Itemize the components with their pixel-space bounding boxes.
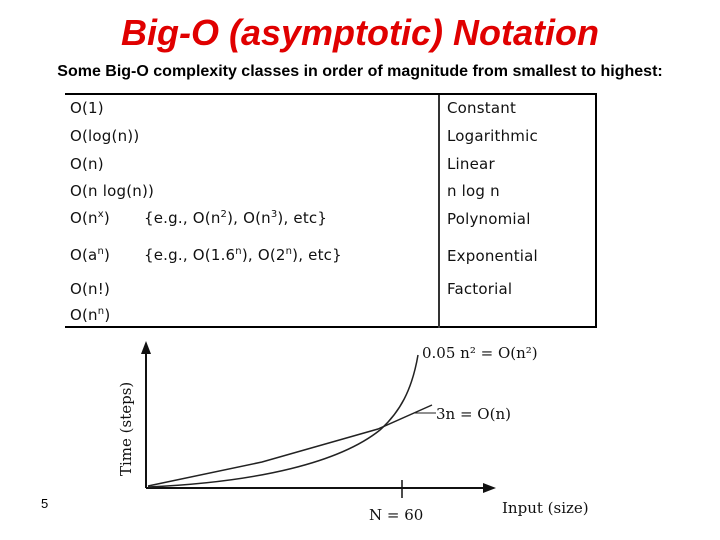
complexity-table	[65, 93, 597, 328]
notation-linear: O(n)	[70, 155, 104, 173]
quadratic-curve-label: 0.05 n² = O(n²)	[422, 344, 538, 362]
notation-n-to-n: O(nn)	[70, 306, 111, 324]
notation-logarithmic: O(log(n))	[70, 127, 140, 145]
class-name-polynomial: Polynomial	[447, 210, 531, 228]
linear-curve	[147, 404, 433, 487]
class-name-exponential: Exponential	[447, 247, 538, 265]
page-number: 5	[41, 496, 49, 511]
class-name-logarithmic: Logarithmic	[447, 127, 538, 145]
y-axis-label: Time (steps)	[117, 382, 135, 476]
slide-title: Big-O (asymptotic) Notation	[121, 12, 599, 53]
example-polynomial: {e.g., O(n2), O(n3), etc}	[144, 209, 328, 227]
notation-constant: O(1)	[70, 99, 104, 117]
table-column-divider	[438, 95, 440, 328]
notation-nlogn: O(n log(n))	[70, 182, 155, 200]
notation-factorial: O(n!)	[70, 280, 111, 298]
class-name-nlogn: n log n	[447, 182, 500, 200]
y-axis-arrow	[141, 341, 151, 354]
quadratic-curve	[147, 354, 419, 488]
notation-polynomial: O(nx)	[70, 209, 110, 227]
slide-subtitle: Some Big-O complexity classes in order o…	[57, 63, 663, 80]
class-name-constant: Constant	[447, 99, 517, 117]
notation-exponential: O(an)	[70, 246, 111, 264]
x-axis-arrow	[483, 483, 496, 493]
x-axis-label: Input (size)	[502, 499, 589, 517]
class-name-linear: Linear	[447, 155, 495, 173]
example-exponential: {e.g., O(1.6n), O(2n), etc}	[144, 246, 342, 264]
crossover-label: N = 60	[369, 506, 423, 524]
linear-curve-label: 3n = O(n)	[436, 405, 511, 423]
class-name-factorial: Factorial	[447, 280, 513, 298]
